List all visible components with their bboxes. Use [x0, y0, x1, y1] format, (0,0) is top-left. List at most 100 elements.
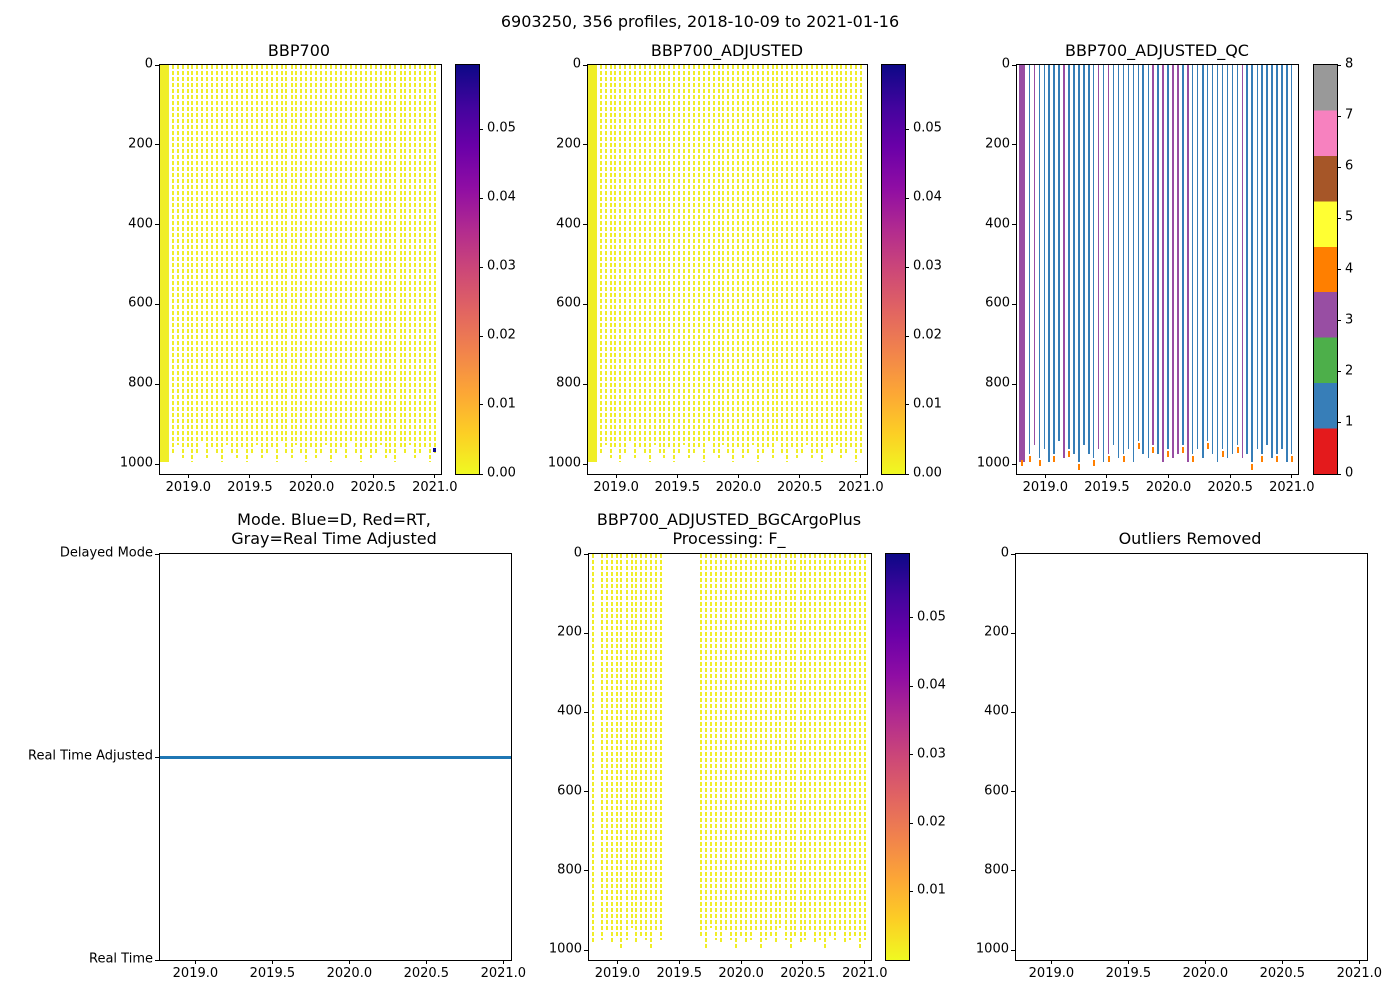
profile-stripe: [404, 65, 407, 454]
profile-stripe: [1246, 65, 1248, 454]
profile-stripe: [609, 65, 612, 458]
x-tick-mark: [615, 474, 617, 478]
colorbar-tick-label: 0.05: [917, 609, 946, 625]
y-tick-mark: [583, 303, 587, 305]
profile-stripe: [374, 65, 377, 454]
profile-stripe: [1078, 65, 1080, 462]
panel-bgcargoplus-axes: 2019.0 2019.5 2020.0 2020.5 2021.0 0 200 400 600…: [549, 546, 888, 981]
y-tick-label: 200: [557, 624, 582, 640]
x-tick-mark: [616, 960, 618, 964]
profile-stripe: [285, 65, 288, 454]
y-tick-mark: [155, 756, 159, 758]
x-tick-mark: [311, 474, 313, 478]
profile-stripe: [334, 65, 337, 454]
profile-stripe: [379, 65, 382, 446]
panel-title-bbp700-adjusted-qc: BBP700_ADJUSTED_QC: [1065, 41, 1249, 60]
profile-stripe: [305, 65, 308, 462]
profile-stripe: [638, 65, 641, 450]
profile-stripe: [315, 65, 318, 458]
qc-flag-tip: [1028, 455, 1031, 462]
profile-stripe: [840, 65, 843, 458]
profile-stripe: [1043, 65, 1046, 450]
y-tick-label: 800: [557, 862, 582, 878]
profile-stripe: [727, 65, 730, 454]
x-tick-mark: [187, 474, 189, 478]
profile-stripe: [729, 554, 732, 940]
y-tick-mark: [584, 632, 588, 634]
colorbar-bbp700-adjusted: 0.00 0.01 0.02 0.03 0.04 0.05: [881, 64, 942, 480]
colorbar-tick-label: 0.03: [487, 258, 516, 274]
colorbar-tick-mark: [905, 335, 909, 337]
profile-stripe: [619, 65, 622, 462]
x-tick-label: 2019.0: [593, 480, 639, 495]
profile-stripe: [854, 554, 857, 936]
profile-stripe: [260, 65, 263, 458]
panel-title-bgcargoplus-line2: Processing: F_: [672, 529, 786, 548]
colorbar-tick-mark: [909, 890, 913, 892]
colorbar-tick-mark: [479, 473, 483, 475]
colorbar-tick-label: 0.02: [913, 327, 942, 343]
mode-line: [160, 755, 511, 759]
profile-stripe: [648, 65, 651, 462]
y-tick-mark: [1012, 303, 1016, 305]
profile-stripe: [824, 554, 827, 948]
profile-stripe: [1211, 65, 1214, 454]
x-tick-label: 2019.5: [249, 966, 296, 981]
profile-stripe: [799, 554, 802, 944]
colorbar-tick-mark: [905, 473, 909, 475]
profile-stripe: [211, 65, 214, 450]
profile-stripe: [310, 65, 313, 450]
profile-stripe: [399, 65, 402, 450]
profile-stripe: [759, 554, 762, 948]
x-tick-mark: [1168, 474, 1170, 478]
profile-stripe: [806, 65, 808, 446]
profile-stripe: [1187, 65, 1189, 462]
profile-stripe: [809, 554, 812, 932]
profile-stripe: [779, 554, 782, 928]
colorbar-tick-mark: [909, 685, 913, 687]
profile-stripe: [699, 554, 702, 936]
qc-flag-tip: [1078, 463, 1081, 470]
x-tick-mark: [1127, 960, 1129, 964]
x-tick-mark: [1291, 474, 1293, 478]
x-tick-label: 2019.5: [1105, 966, 1152, 981]
profile-stripe: [791, 65, 794, 450]
profile-stripe: [635, 554, 638, 944]
panel-title-outliers-removed: Outliers Removed: [1118, 529, 1262, 548]
profile-stripe: [615, 554, 618, 936]
profile-stripe: [776, 65, 779, 442]
x-tick-label: 2021.0: [1269, 480, 1315, 495]
profile-stripe: [1276, 65, 1278, 454]
profile-stripe: [614, 65, 617, 450]
x-tick-label: 2020.5: [776, 480, 823, 495]
y-tick-label: 600: [984, 783, 1009, 799]
x-tick-mark: [676, 474, 678, 478]
panel-title-bbp700: BBP700: [267, 41, 331, 60]
profile-stripe: [364, 65, 367, 450]
profile-stripe: [1063, 65, 1065, 458]
profile-stripe: [766, 65, 769, 450]
profile-stripe: [796, 65, 799, 458]
panel-bbp700-adjusted-axes: 2019.0 2019.5 2020.0 2020.5 2021.0 0 200 400 600…: [548, 57, 884, 495]
colorbar-tick-mark: [905, 197, 909, 199]
profile-stripe: [1122, 65, 1125, 454]
y-tick-label: 1000: [119, 455, 153, 471]
profile-stripe: [734, 554, 737, 948]
profile-stripe: [693, 65, 696, 454]
profile-stripe: [359, 65, 362, 462]
colorbar-tick-label: 0.00: [487, 465, 516, 481]
profile-stripe: [835, 65, 838, 446]
profile-stripe: [1290, 65, 1293, 454]
x-tick-mark: [738, 474, 740, 478]
y-tick-label: 600: [128, 295, 153, 311]
y-tick-mark: [155, 64, 159, 66]
colorbar-tick-label: 0.01: [917, 882, 946, 898]
profile-stripe: [839, 554, 842, 932]
profile-stripe: [1191, 65, 1194, 454]
profile-stripe: [1097, 65, 1100, 450]
colorbar-tick-mark: [1337, 422, 1341, 424]
profile-stripe: [1152, 65, 1154, 446]
y-tick-label: Real Time: [89, 951, 153, 967]
x-tick-label: 2021.0: [1336, 966, 1383, 981]
